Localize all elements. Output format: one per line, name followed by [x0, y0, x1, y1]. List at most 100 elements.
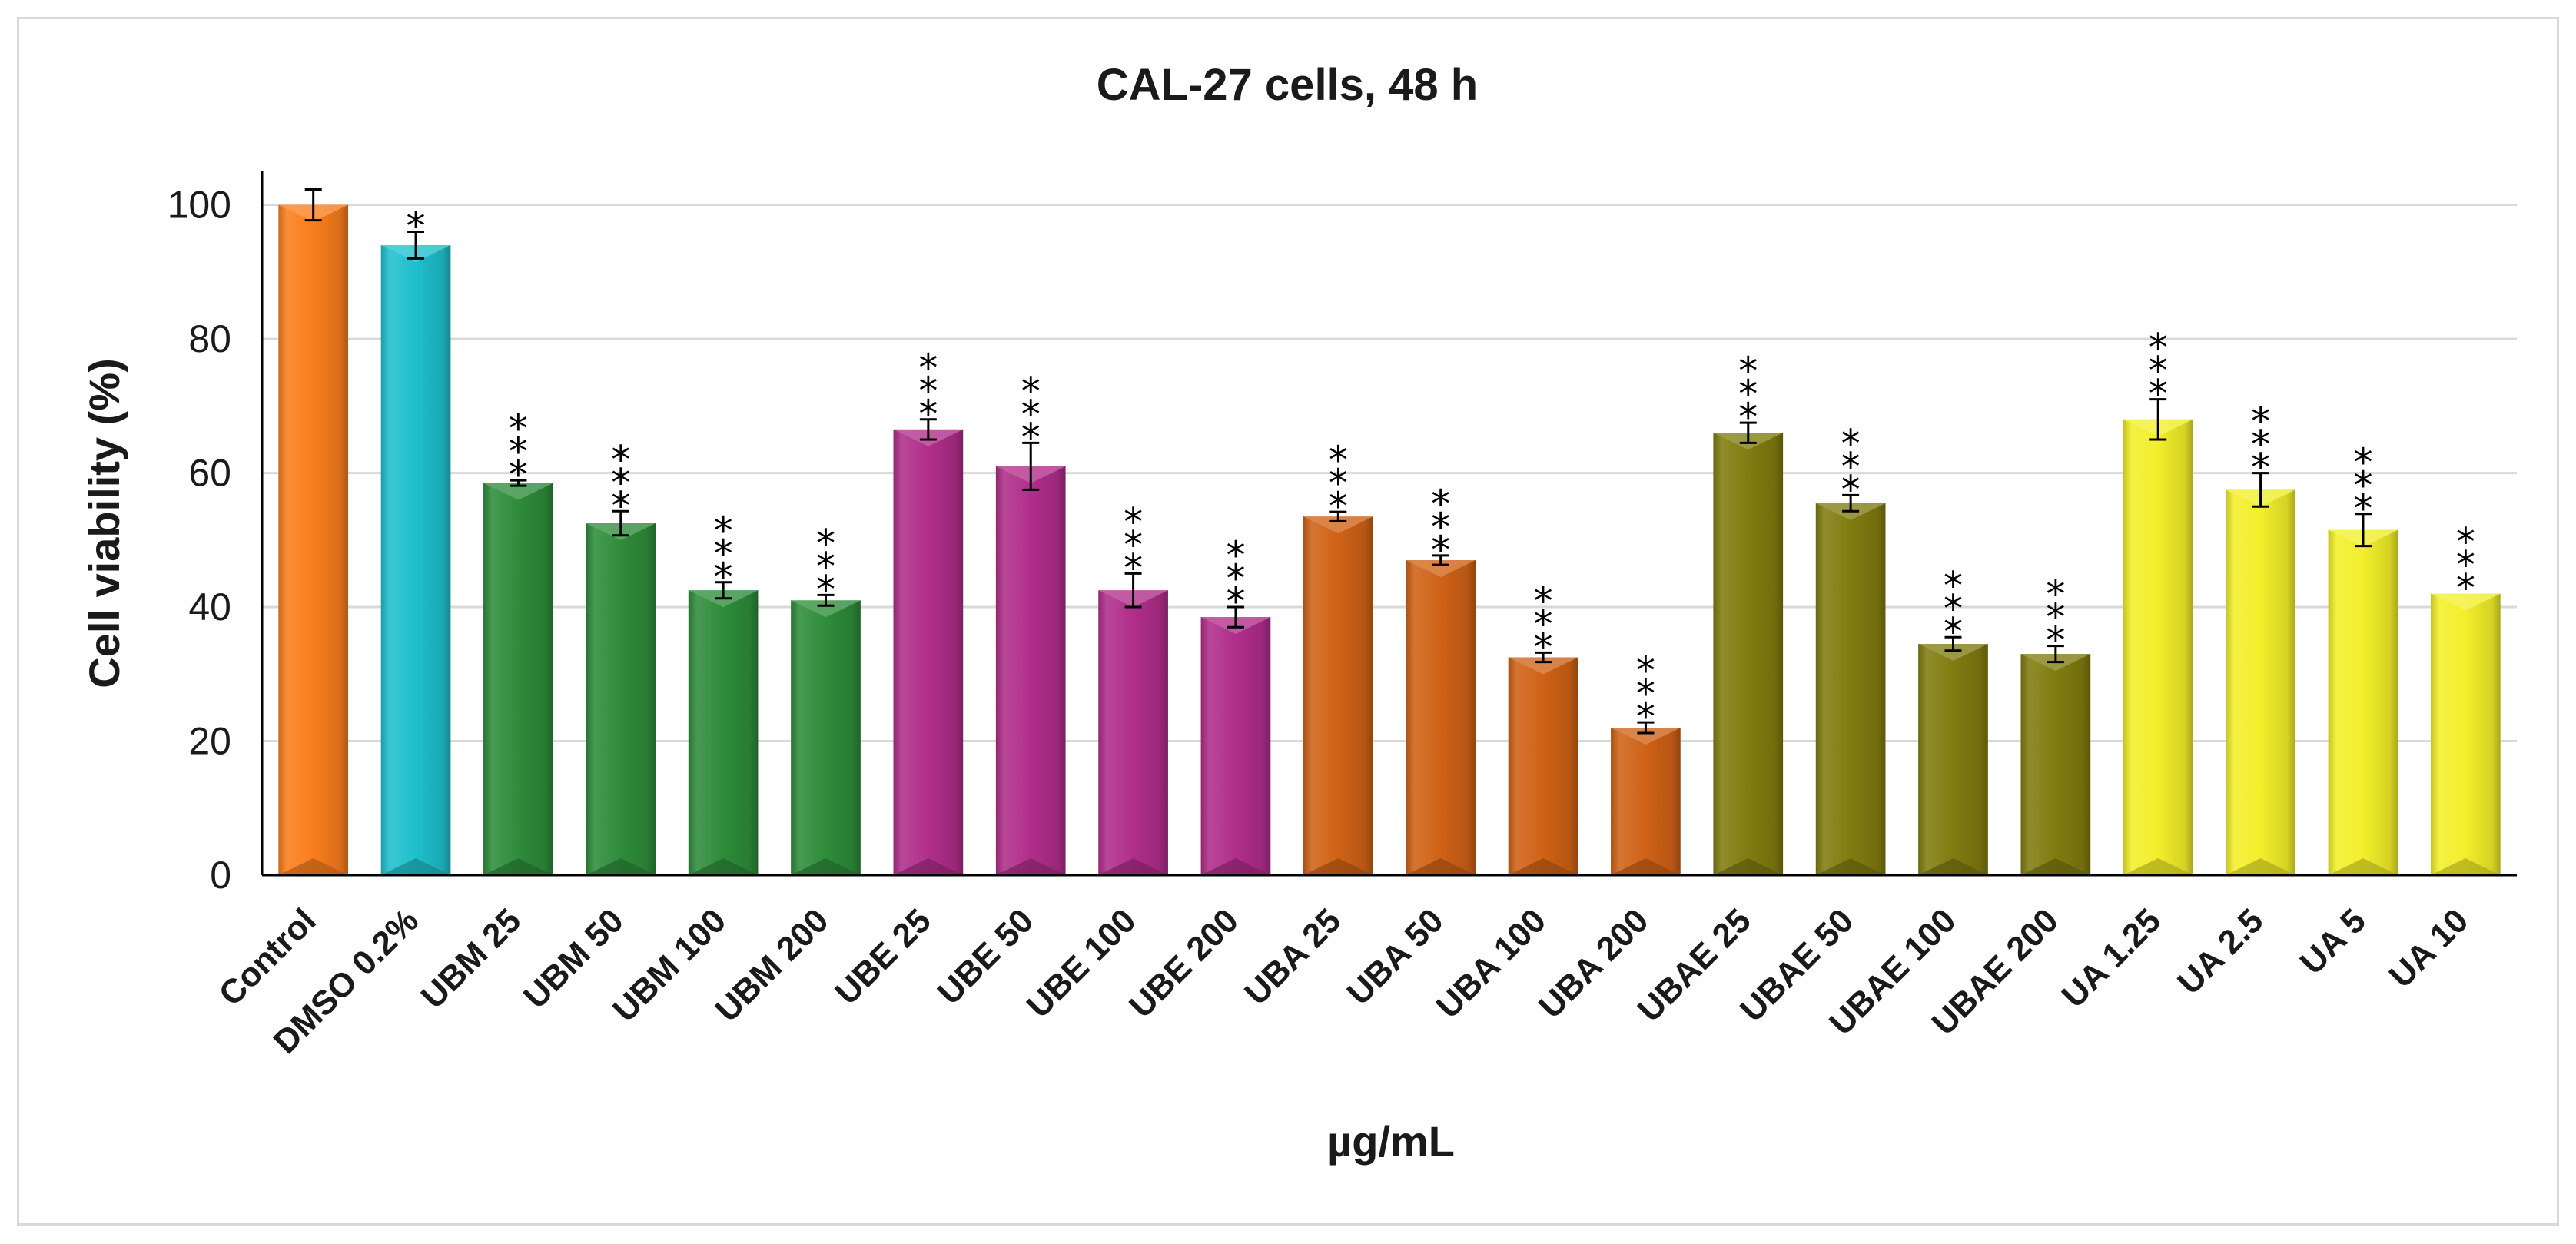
bar — [1508, 657, 1578, 875]
bar-bottom-bevel — [2430, 858, 2501, 875]
bar — [380, 244, 451, 875]
significance-markers: ****************************************… — [407, 204, 2475, 740]
significance-star: * — [918, 392, 938, 436]
y-axis-ticks: 0 20 40 60 80 100 — [168, 184, 231, 897]
x-tick-label: UBM 25 — [414, 901, 529, 1016]
chart-title: CAL-27 cells, 48 h — [1097, 60, 1478, 110]
bar-top-bevel — [483, 483, 553, 500]
significance-label: *** — [2046, 572, 2065, 663]
significance-star: * — [1021, 369, 1041, 413]
bar-top-bevel — [1918, 644, 1988, 662]
bar — [1815, 503, 1886, 875]
significance-star: * — [2353, 486, 2372, 531]
bar-bottom-bevel — [1406, 858, 1476, 875]
significance-star: * — [2046, 595, 2065, 640]
significance-star: * — [1841, 467, 1861, 512]
significance-label: *** — [1841, 421, 1861, 512]
y-tick-label: 100 — [168, 184, 231, 227]
x-tick-label: UA 2.5 — [2170, 901, 2270, 1001]
bar-top-bevel — [1611, 728, 1681, 745]
significance-star: * — [1021, 392, 1041, 436]
bar — [2226, 489, 2295, 875]
significance-star: * — [1021, 415, 1041, 459]
bar — [791, 600, 861, 875]
significance-star: * — [1124, 546, 1143, 590]
significance-label: *** — [2149, 326, 2168, 416]
x-tick-label: UBA 25 — [1237, 901, 1348, 1012]
significance-label: *** — [918, 346, 938, 436]
significance-star: * — [1431, 482, 1450, 526]
bar-bottom-bevel — [1611, 858, 1681, 875]
significance-star: * — [2251, 423, 2270, 467]
y-tick-label: 20 — [188, 720, 231, 763]
significance-label: *** — [1944, 563, 1963, 654]
x-tick-label: UA 5 — [2293, 901, 2373, 981]
significance-star: * — [1841, 444, 1861, 489]
x-axis-title: µg/mL — [1327, 1117, 1455, 1166]
bar-bottom-bevel — [2226, 858, 2295, 875]
significance-star: * — [1329, 461, 1348, 506]
bar-bottom-bevel — [2123, 858, 2193, 875]
bar — [2020, 654, 2091, 875]
bar — [995, 466, 1066, 875]
bar-bottom-bevel — [688, 858, 759, 875]
bar-top-bevel — [1508, 657, 1578, 675]
bar-bottom-bevel — [1303, 858, 1373, 875]
significance-star: * — [714, 555, 733, 599]
bar-bottom-bevel — [483, 858, 553, 875]
significance-star: * — [2046, 619, 2065, 663]
significance-star: * — [611, 460, 630, 505]
significance-label: *** — [1636, 649, 1655, 739]
significance-star: * — [1124, 499, 1143, 544]
significance-star: * — [2251, 446, 2270, 490]
significance-star: * — [1944, 609, 1963, 654]
bar — [2123, 419, 2193, 875]
chart-frame: CAL-27 cells, 48 h 0 20 40 60 80 100 * * * * * * * *… — [17, 17, 2559, 1226]
significance-label: *** — [1226, 533, 1245, 624]
bar-top-bevel — [1303, 516, 1373, 534]
significance-star: * — [509, 453, 528, 497]
significance-label: *** — [2251, 400, 2270, 490]
significance-star: * — [1329, 484, 1348, 529]
bar — [586, 523, 656, 875]
bar-bottom-bevel — [1508, 858, 1578, 875]
bar — [2430, 593, 2501, 875]
significance-star: * — [1431, 505, 1450, 549]
significance-label: *** — [816, 521, 835, 612]
significance-star: * — [1124, 522, 1143, 567]
significance-star: * — [714, 509, 733, 553]
significance-star: * — [2456, 520, 2475, 565]
bar-bottom-bevel — [1918, 858, 1988, 875]
bar-bottom-bevel — [1200, 858, 1271, 875]
significance-star: * — [2251, 400, 2270, 444]
significance-star: * — [1226, 556, 1245, 601]
bar — [1611, 728, 1681, 875]
significance-star: * — [1534, 602, 1553, 646]
significance-star: * — [714, 532, 733, 576]
bar-bottom-bevel — [1713, 858, 1784, 875]
bar-bottom-bevel — [2020, 858, 2091, 875]
bar — [893, 429, 964, 875]
significance-star: * — [2353, 440, 2372, 485]
significance-star: * — [2149, 372, 2168, 416]
bar — [1200, 617, 1271, 875]
bar — [2328, 529, 2398, 875]
y-tick-label: 60 — [188, 452, 231, 495]
x-tick-label: UA 1.25 — [2055, 901, 2169, 1015]
significance-label: * — [407, 204, 426, 249]
error-bars — [304, 188, 2372, 735]
bar — [1918, 644, 1988, 875]
bar-bottom-bevel — [1815, 858, 1886, 875]
bar — [1303, 516, 1373, 875]
significance-label: *** — [714, 509, 733, 599]
significance-label: *** — [509, 406, 528, 497]
bar-top-bevel — [1406, 559, 1476, 577]
significance-label: *** — [1738, 349, 1758, 440]
y-tick-label: 0 — [210, 854, 231, 897]
x-tick-label: UBA 100 — [1429, 901, 1553, 1025]
significance-star: * — [611, 437, 630, 482]
significance-star: * — [407, 204, 426, 249]
x-tick-label: UBE 25 — [828, 901, 938, 1012]
significance-star: * — [1944, 586, 1963, 631]
significance-star: * — [1534, 579, 1553, 623]
